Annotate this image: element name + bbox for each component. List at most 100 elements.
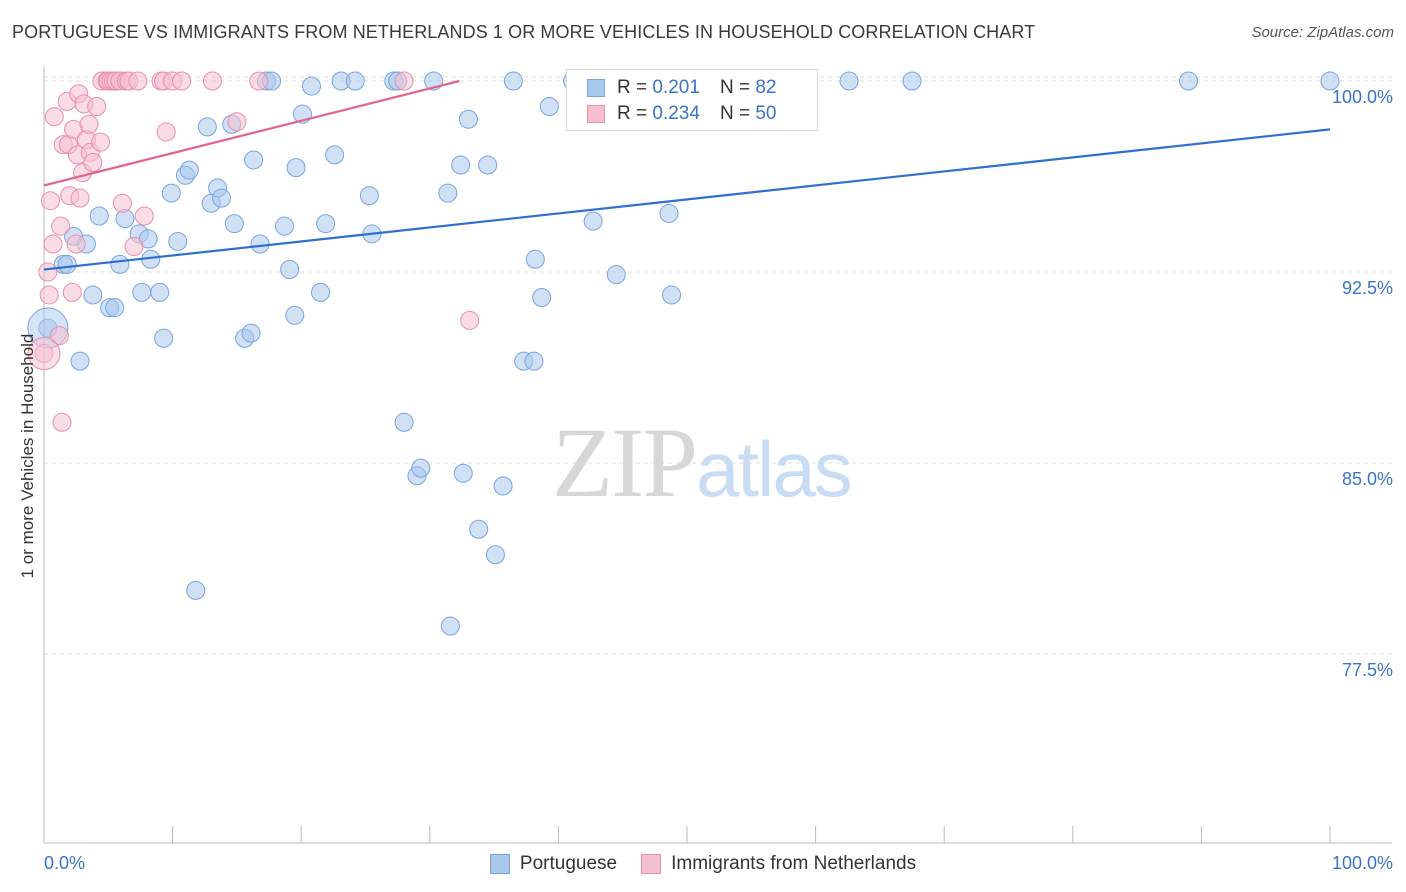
portuguese-point <box>105 298 125 318</box>
y-tick-label: 77.5% <box>1342 660 1393 680</box>
legend-label-netherlands: Immigrants from Netherlands <box>671 853 917 874</box>
portuguese-point <box>286 158 306 178</box>
legend-n-value: 50 <box>755 103 777 124</box>
netherlands-point <box>112 193 132 213</box>
netherlands-point <box>202 71 222 91</box>
watermark-atlas: atlas <box>696 425 853 513</box>
portuguese-point <box>285 305 305 325</box>
series-legend: Portuguese Immigrants from Netherlands <box>0 852 1406 876</box>
portuguese-point <box>469 519 489 539</box>
portuguese-point <box>150 282 170 302</box>
portuguese-point <box>89 206 109 226</box>
portuguese-point <box>1320 71 1340 91</box>
portuguese-point <box>168 231 188 251</box>
legend-n-value: 82 <box>755 77 777 98</box>
portuguese-point <box>606 265 626 285</box>
portuguese-point <box>524 351 544 371</box>
legend-swatch-blue <box>489 854 510 874</box>
netherlands-point <box>156 122 176 142</box>
y-tick-label: 100.0% <box>1332 87 1393 107</box>
portuguese-point <box>250 234 270 254</box>
netherlands-point <box>91 132 111 152</box>
legend-swatch-blue <box>587 79 605 97</box>
portuguese-point <box>411 458 431 478</box>
portuguese-point <box>583 211 603 231</box>
stats-legend: R = 0.201 N = 82 R = 0.234 N = 50 <box>566 69 818 131</box>
netherlands-point <box>49 326 69 346</box>
legend-swatch-pink <box>641 854 662 874</box>
y-tick-label: 85.0% <box>1342 469 1393 489</box>
legend-r-label: R = <box>617 103 648 124</box>
portuguese-points <box>27 71 1340 636</box>
portuguese-point <box>110 254 130 274</box>
portuguese-point <box>478 155 498 175</box>
portuguese-point <box>359 186 379 206</box>
netherlands-point <box>52 412 72 432</box>
tick-labels: 100.0% 92.5% 85.0% 77.5% 0.0% 100.0% <box>44 87 1393 873</box>
netherlands-point <box>134 206 154 226</box>
portuguese-point <box>301 76 321 96</box>
y-axis-label: 1 or more Vehicles in Household <box>18 333 37 579</box>
netherlands-point <box>51 216 71 236</box>
netherlands-point <box>39 285 59 305</box>
netherlands-point <box>83 153 103 173</box>
portuguese-point <box>451 155 471 175</box>
portuguese-point <box>493 476 513 496</box>
portuguese-point <box>325 145 345 165</box>
portuguese-point <box>662 285 682 305</box>
legend-r-value: 0.234 <box>652 103 700 124</box>
source-label: Source: ZipAtlas.com <box>1251 24 1394 41</box>
portuguese-point <box>83 285 103 305</box>
netherlands-point <box>40 191 60 211</box>
portuguese-point <box>57 254 77 274</box>
netherlands-point <box>87 96 107 116</box>
netherlands-point <box>44 107 64 127</box>
legend-row-netherlands: R = 0.234 N = 50 <box>587 102 776 126</box>
portuguese-point <box>440 616 460 636</box>
netherlands-point <box>249 71 269 91</box>
portuguese-point <box>280 259 300 279</box>
legend-label-portuguese: Portuguese <box>519 853 618 874</box>
portuguese-point <box>659 203 679 223</box>
portuguese-point <box>310 282 330 302</box>
legend-n-label: N = <box>719 103 751 124</box>
netherlands-point <box>128 71 148 91</box>
portuguese-point <box>224 214 244 234</box>
x-tick-label: 100.0% <box>1332 853 1393 873</box>
portuguese-point <box>274 216 294 236</box>
portuguese-point <box>1179 71 1199 91</box>
portuguese-point <box>438 183 458 203</box>
netherlands-point <box>38 262 58 282</box>
legend-n-label: N = <box>719 77 751 98</box>
netherlands-point-large <box>27 337 61 371</box>
watermark: ZIPatlas <box>552 405 853 520</box>
portuguese-point <box>453 463 473 483</box>
portuguese-point <box>132 282 152 302</box>
netherlands-trend-line <box>43 79 460 187</box>
netherlands-point <box>79 114 99 134</box>
portuguese-point <box>539 96 559 116</box>
netherlands-point <box>460 310 480 330</box>
portuguese-point <box>839 71 859 91</box>
legend-item-netherlands[interactable]: Immigrants from Netherlands <box>641 853 916 875</box>
portuguese-point <box>244 150 264 170</box>
portuguese-point <box>902 71 922 91</box>
netherlands-point <box>70 188 90 208</box>
portuguese-point <box>186 580 206 600</box>
legend-r-value: 0.201 <box>652 77 700 98</box>
portuguese-point <box>161 183 181 203</box>
watermark-zip: ZIP <box>552 407 698 518</box>
portuguese-point <box>316 214 336 234</box>
x-tick-label: 0.0% <box>44 853 85 873</box>
portuguese-point <box>485 545 505 565</box>
portuguese-point <box>503 71 523 91</box>
netherlands-point <box>66 234 86 254</box>
legend-r-label: R = <box>617 77 648 98</box>
portuguese-point <box>458 109 478 129</box>
portuguese-point <box>211 188 231 208</box>
netherlands-point <box>124 237 144 257</box>
legend-item-portuguese[interactable]: Portuguese <box>489 853 618 875</box>
portuguese-point <box>154 328 174 348</box>
netherlands-points <box>27 71 480 432</box>
y-tick-label: 92.5% <box>1342 278 1393 298</box>
